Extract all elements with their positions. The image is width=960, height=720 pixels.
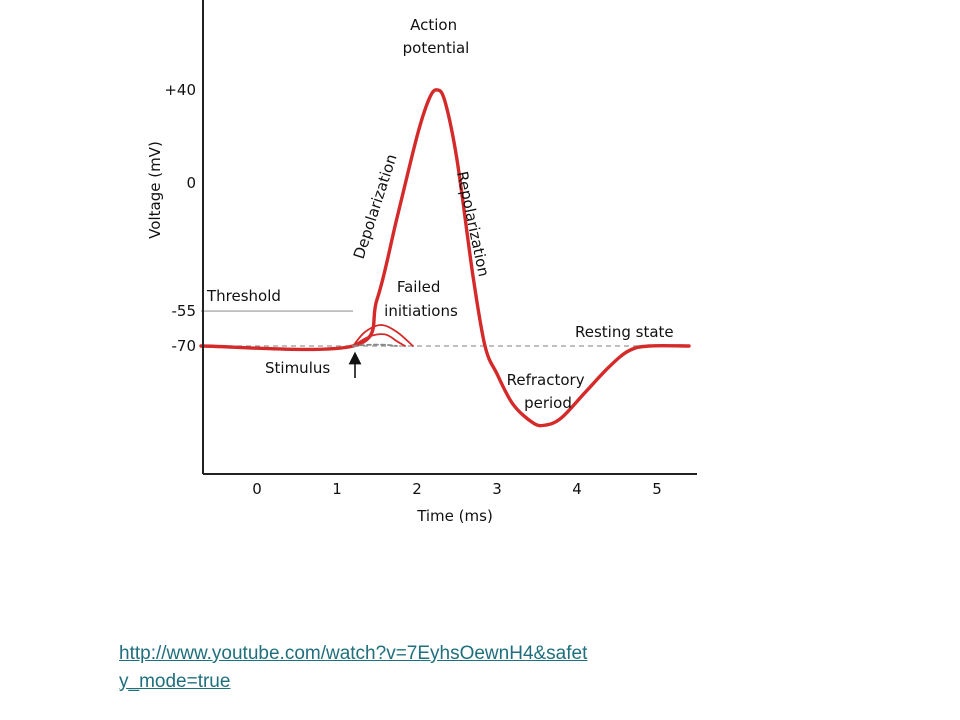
annotation-action-potential-line2: potential xyxy=(403,39,470,57)
y-tick-label: 0 xyxy=(186,174,196,192)
x-tick-label: 3 xyxy=(492,480,502,498)
x-tick-label: 2 xyxy=(412,480,422,498)
annotation-depolarization: Depolarization xyxy=(350,152,401,261)
series-action-potential-curve xyxy=(199,88,691,428)
action-potential-chart: 0 1 2 3 4 5+400-55-70 Time (ms) Voltage (mV) … xyxy=(146,0,697,525)
y-axis-title: Voltage (mV) xyxy=(146,141,164,239)
x-axis-title: Time (ms) xyxy=(416,507,493,525)
y-tick-label: -70 xyxy=(172,337,197,355)
annotation-refractory-period-line2: period xyxy=(524,394,572,412)
annotation-action-potential: Action potential xyxy=(403,16,470,57)
y-tick-label: +40 xyxy=(164,81,196,99)
y-tick-label: -55 xyxy=(172,302,197,320)
annotation-stimulus: Stimulus xyxy=(265,359,330,377)
series-failed-initiation-1 xyxy=(352,324,414,347)
x-tick-label: 1 xyxy=(332,480,342,498)
x-tick-label: 4 xyxy=(572,480,582,498)
annotation-failed-initiations-line2: initiations xyxy=(384,302,458,320)
annotation-failed-initiations-line1: Failed xyxy=(397,278,441,296)
annotation-action-potential-line1: Action xyxy=(410,16,457,34)
annotation-resting-state: Resting state xyxy=(575,323,674,341)
youtube-link[interactable]: http://www.youtube.com/watch?v=7EyhsOewn… xyxy=(119,643,588,692)
series-subthreshold-dashed xyxy=(352,343,398,347)
x-tick-label: 5 xyxy=(652,480,662,498)
annotation-repolarization: Repolarization xyxy=(453,170,493,279)
annotation-failed-initiations: Failed initiations xyxy=(384,278,458,320)
plot-area: 0 1 2 3 4 5 +40 0 -55 -70 xyxy=(164,81,691,498)
series-failed-initiation-2 xyxy=(352,333,406,347)
annotation-refractory-period: Refractory period xyxy=(507,371,590,412)
annotation-refractory-period-line1: Refractory xyxy=(507,371,585,389)
annotation-threshold: Threshold xyxy=(206,287,281,305)
x-tick-label: 0 xyxy=(252,480,262,498)
